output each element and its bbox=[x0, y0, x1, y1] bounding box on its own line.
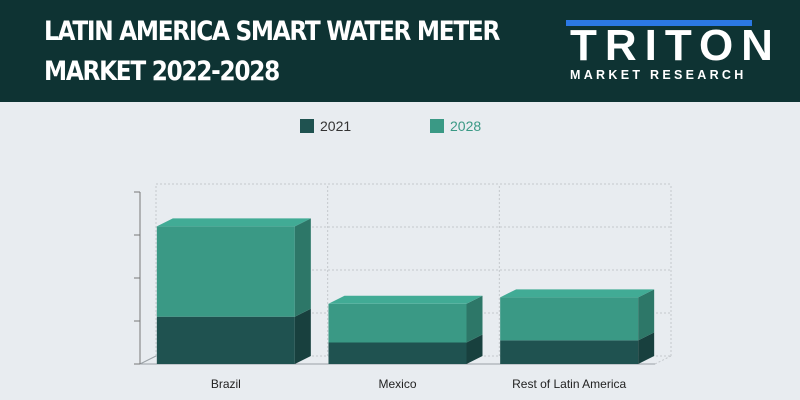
triton-logo: TRITON MARKET RESEARCH bbox=[566, 20, 773, 90]
chart-legend: 2021 2028 bbox=[0, 118, 800, 138]
bar-0-0-side bbox=[294, 308, 311, 364]
bar-0-1-front bbox=[156, 226, 295, 317]
bar-2-1-front bbox=[500, 297, 639, 341]
bar-0-1-side bbox=[294, 218, 311, 317]
bar-1-1-side bbox=[466, 295, 483, 343]
logo-wordmark: TRITON bbox=[570, 21, 781, 70]
bar-2-0-front bbox=[500, 340, 639, 364]
logo-accent-bar bbox=[566, 20, 752, 26]
floor-left-edge bbox=[139, 355, 157, 365]
chart-title: LATIN AMERICA SMART WATER METER MARKET 2… bbox=[44, 12, 500, 92]
bar-2-top bbox=[500, 289, 655, 298]
bar-2-1-side bbox=[638, 289, 655, 341]
bar-1-0-side bbox=[466, 334, 483, 364]
legend-label-2028: 2028 bbox=[450, 118, 482, 134]
legend-label-2021: 2021 bbox=[320, 118, 352, 134]
bar-1-1-front bbox=[328, 303, 467, 343]
bar-0-0-front bbox=[156, 316, 295, 364]
legend-item-2028: 2028 bbox=[430, 118, 481, 134]
logo-subtitle: MARKET RESEARCH bbox=[570, 68, 747, 82]
x-tick-label-1: Mexico bbox=[378, 377, 416, 391]
bar-1-0-front bbox=[328, 342, 467, 364]
legend-item-2021: 2021 bbox=[300, 118, 351, 134]
legend-swatch-2028 bbox=[430, 119, 444, 133]
bar-2-0-side bbox=[638, 332, 655, 364]
bar-0-top bbox=[156, 218, 311, 227]
floor-right-edge bbox=[654, 355, 672, 365]
header-banner: LATIN AMERICA SMART WATER METER MARKET 2… bbox=[0, 0, 800, 102]
x-tick-label-2: Rest of Latin America bbox=[512, 377, 626, 391]
title-line-1: LATIN AMERICA SMART WATER METER bbox=[44, 16, 500, 47]
title-line-2: MARKET 2022-2028 bbox=[44, 56, 280, 87]
bar-1-top bbox=[328, 295, 483, 304]
legend-swatch-2021 bbox=[300, 119, 314, 133]
x-tick-label-0: Brazil bbox=[211, 377, 241, 391]
